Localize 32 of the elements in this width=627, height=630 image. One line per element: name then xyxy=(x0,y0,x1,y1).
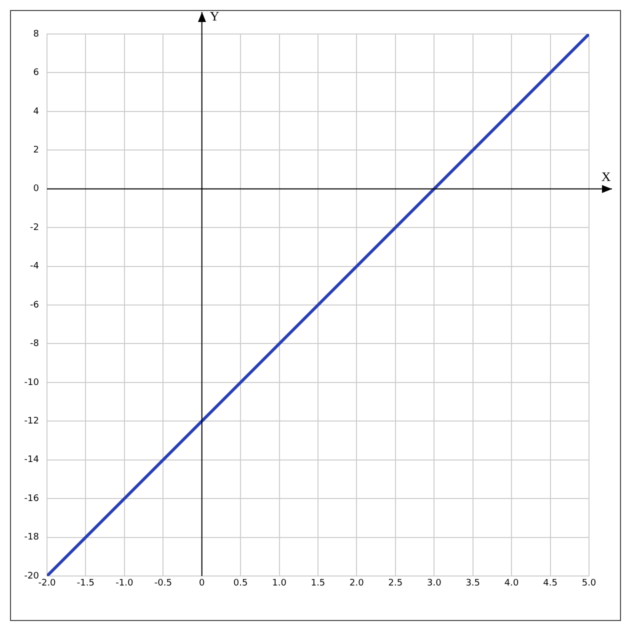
y-tick-label: -12 xyxy=(24,416,39,426)
y-tick-label: 4 xyxy=(33,106,40,117)
x-tick-label: 2.0 xyxy=(350,578,364,589)
x-tick-label: -1.0 xyxy=(116,578,134,589)
y-tick-label: 2 xyxy=(33,145,39,156)
x-axis-title: X xyxy=(601,168,612,184)
x-tick-label: 4.5 xyxy=(543,578,558,589)
y-tick-label: 8 xyxy=(33,29,40,40)
x-tick-label: -1.5 xyxy=(76,578,94,589)
y-tick-label: 6 xyxy=(33,68,40,78)
x-tick-label: 5.0 xyxy=(582,578,596,589)
x-tick-label: 1.5 xyxy=(310,578,326,589)
x-tick-label: 1.0 xyxy=(272,578,287,589)
y-tick-label: -20 xyxy=(24,571,40,582)
x-tick-label: 0.5 xyxy=(233,578,248,589)
x-tick-label: 2.5 xyxy=(388,578,403,589)
y-tick-label: 0 xyxy=(33,184,40,194)
y-tick-label: -2 xyxy=(30,222,39,233)
x-tick-label: 0 xyxy=(198,578,205,589)
x-tick-label: -2.0 xyxy=(38,578,56,589)
y-tick-label: -16 xyxy=(24,494,40,504)
y-tick-label: -14 xyxy=(24,455,40,466)
y-tick-label: -6 xyxy=(30,300,40,310)
y-tick-label: -8 xyxy=(30,339,40,350)
x-tick-label: 4.0 xyxy=(504,578,519,589)
x-tick-label: -0.5 xyxy=(154,578,172,589)
x-tick-label: 3.0 xyxy=(426,578,442,589)
y-tick-label: -18 xyxy=(24,532,40,543)
y-tick-label: -4 xyxy=(30,262,40,272)
y-tick-label: -10 xyxy=(24,378,40,388)
x-tick-label: 3.5 xyxy=(466,578,480,589)
y-axis-title: Y xyxy=(210,8,220,24)
